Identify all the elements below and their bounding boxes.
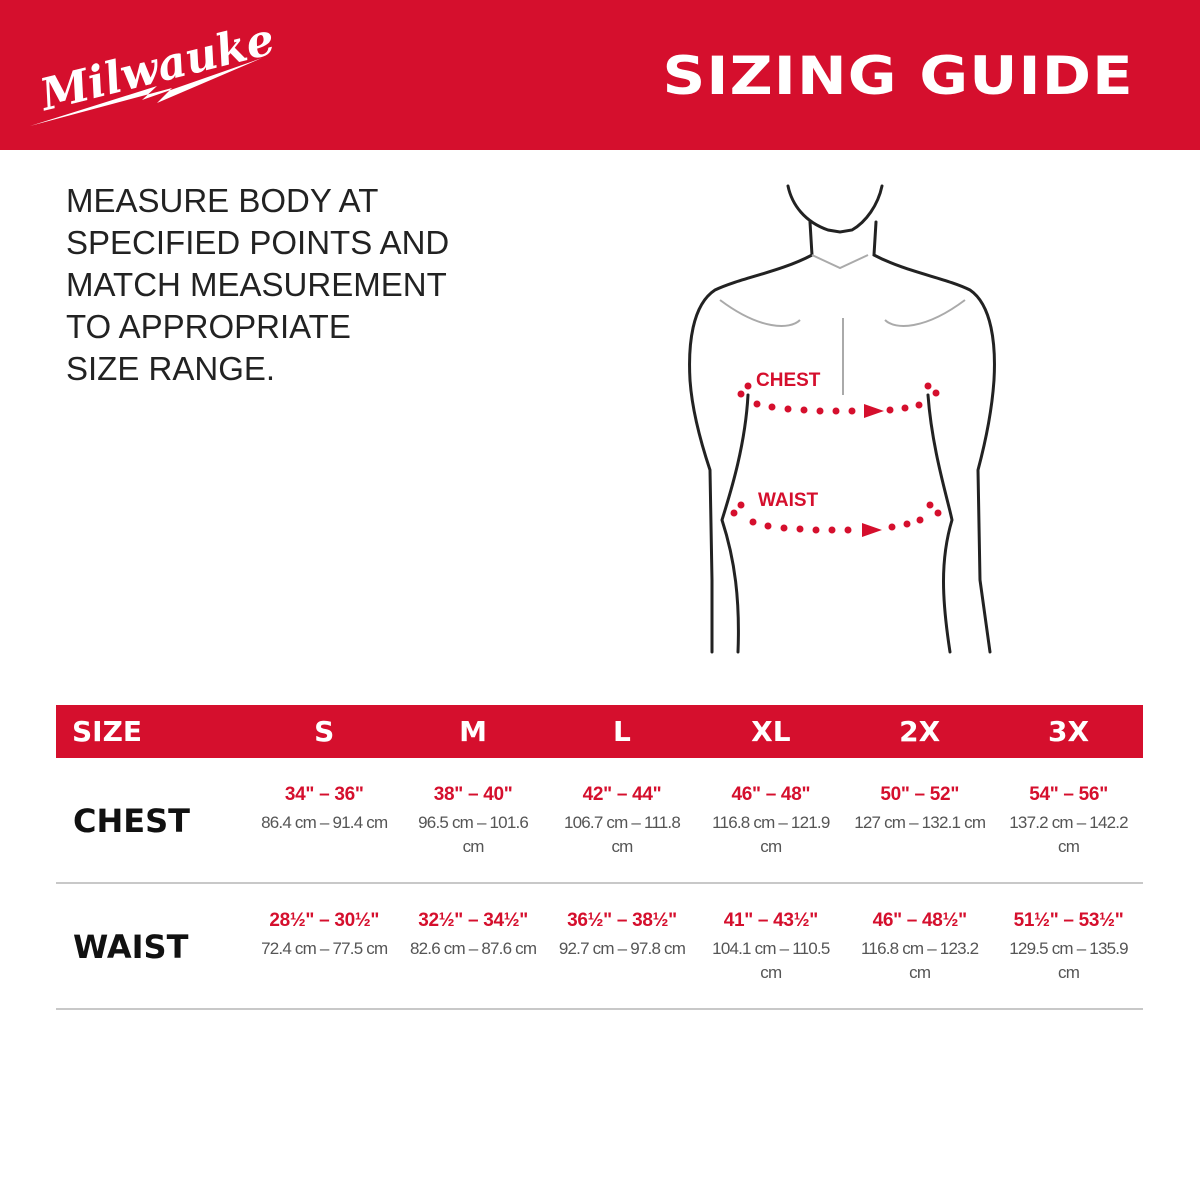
instruction-line: SPECIFIED POINTS AND: [66, 224, 450, 261]
waist-measure-line: [730, 501, 942, 537]
inch-range: 42" – 44": [582, 784, 662, 805]
header-banner: Milwaukee SIZING GUIDE: [0, 0, 1200, 150]
header-size: SIZE: [72, 715, 143, 748]
inch-range: 54" – 56": [1029, 784, 1108, 805]
table-cell: 28½" – 30½" 72.4 cm – 77.5 cm: [250, 884, 399, 961]
cm-range: 82.6 cm – 87.6 cm: [409, 939, 537, 958]
instruction-line: MATCH MEASUREMENT: [66, 266, 447, 303]
table-row-chest: CHEST 34" – 36" 86.4 cm – 91.4 cm 38" – …: [56, 758, 1143, 884]
cm-range: 137.2 cm – 142.2 cm: [1009, 813, 1128, 856]
header-2x: 2X: [899, 715, 941, 748]
table-cell: 34" – 36" 86.4 cm – 91.4 cm: [250, 758, 399, 835]
instruction-line: TO APPROPRIATE: [66, 308, 351, 345]
torso-diagram: CHEST WAIST: [688, 184, 996, 654]
table-cell: 51½" – 53½" 129.5 cm – 135.9 cm: [994, 884, 1143, 985]
table-cell: 38" – 40" 96.5 cm – 101.6 cm: [399, 758, 548, 859]
header-m: M: [459, 715, 488, 748]
table-cell: 46" – 48½" 116.8 cm – 123.2 cm: [845, 884, 994, 985]
instructions: MEASURE BODY AT SPECIFIED POINTS AND MAT…: [66, 180, 486, 390]
table-cell: 46" – 48" 116.8 cm – 121.9 cm: [696, 758, 845, 859]
inch-range: 28½" – 30½": [269, 910, 380, 931]
instruction-line: MEASURE BODY AT: [66, 182, 379, 219]
inch-range: 38" – 40": [433, 784, 513, 805]
cm-range: 92.7 cm – 97.8 cm: [558, 939, 686, 958]
inch-range: 34" – 36": [284, 784, 364, 805]
instruction-line: SIZE RANGE.: [66, 350, 276, 387]
cm-range: 129.5 cm – 135.9 cm: [1009, 939, 1128, 982]
chest-measure-line: [737, 382, 940, 418]
table-header: SIZE S M L XL 2X 3X: [56, 705, 1143, 758]
cm-range: 104.1 cm – 110.5 cm: [712, 939, 830, 982]
header-l: L: [613, 715, 631, 748]
table-cell: 32½" – 34½" 82.6 cm – 87.6 cm: [399, 884, 548, 961]
inch-range: 50" – 52": [880, 784, 960, 805]
chest-label: CHEST: [756, 370, 821, 391]
table-cell: 36½" – 38½" 92.7 cm – 97.8 cm: [548, 884, 697, 961]
cm-range: 86.4 cm – 91.4 cm: [261, 813, 388, 832]
inch-range: 46" – 48½": [872, 910, 968, 931]
cm-range: 127 cm – 132.1 cm: [854, 813, 986, 832]
inch-range: 51½" – 53½": [1013, 910, 1124, 931]
cm-range: 72.4 cm – 77.5 cm: [261, 939, 388, 958]
size-table: SIZE S M L XL 2X 3X CHEST 34" – 36" 86.4…: [56, 705, 1143, 1010]
page-title: SIZING GUIDE: [662, 46, 1134, 107]
cm-range: 116.8 cm – 123.2 cm: [861, 939, 979, 982]
table-cell: 54" – 56" 137.2 cm – 142.2 cm: [994, 758, 1143, 859]
header-s: S: [314, 715, 335, 748]
table-row-waist: WAIST 28½" – 30½" 72.4 cm – 77.5 cm 32½"…: [56, 884, 1143, 1010]
inch-range: 46" – 48": [731, 784, 811, 805]
milwaukee-logo: Milwaukee: [30, 18, 272, 126]
header-3x: 3X: [1048, 715, 1090, 748]
row-label: WAIST: [73, 928, 189, 966]
inch-range: 36½" – 38½": [567, 910, 677, 931]
table-cell: 41" – 43½" 104.1 cm – 110.5 cm: [696, 884, 845, 985]
row-label: CHEST: [73, 802, 190, 840]
inch-range: 32½" – 34½": [418, 910, 529, 931]
svg-text:Milwaukee: Milwaukee: [33, 18, 272, 122]
table-cell: 50" – 52" 127 cm – 132.1 cm: [845, 758, 994, 835]
cm-range: 106.7 cm – 111.8 cm: [563, 813, 681, 856]
header-xl: XL: [751, 715, 791, 748]
waist-label: WAIST: [758, 490, 819, 511]
table-cell: 42" – 44" 106.7 cm – 111.8 cm: [548, 758, 697, 859]
inch-range: 41" – 43½": [723, 910, 819, 931]
cm-range: 116.8 cm – 121.9 cm: [712, 813, 830, 856]
cm-range: 96.5 cm – 101.6 cm: [418, 813, 529, 856]
